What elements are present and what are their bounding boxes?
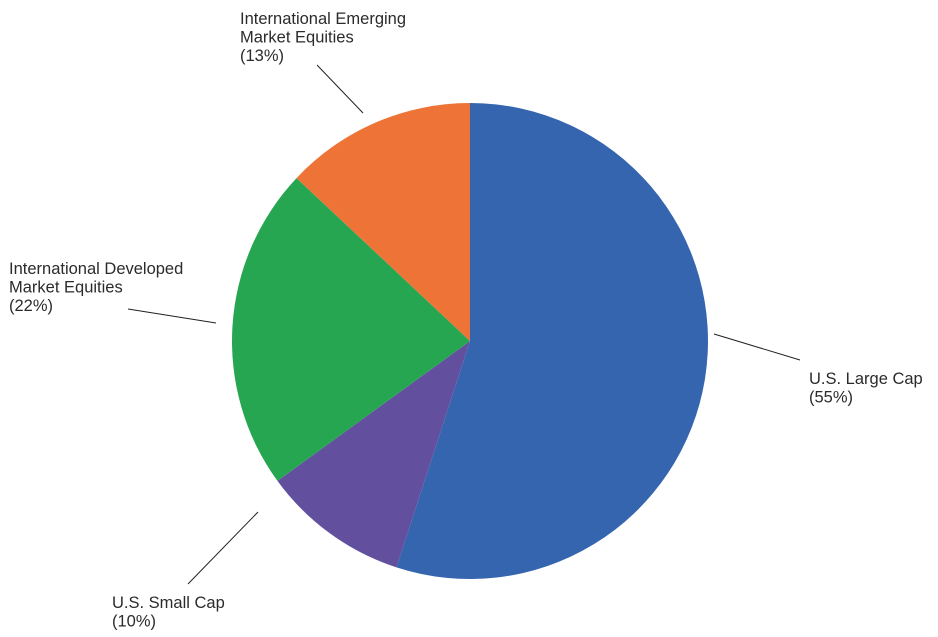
leader-line-2: [127, 308, 217, 324]
leader-line-0: [713, 333, 801, 361]
slice-labels: U.S. Large Cap (55%) U.S. Small Cap (10%) In…: [9, 10, 923, 631]
pie-slice-2: [232, 178, 470, 481]
slice-percent-2: (22%): [9, 297, 53, 315]
slice-label-0: U.S. Large Cap (55%): [809, 370, 923, 407]
slice-label-3: International Emerging Market Equities (13…: [240, 10, 406, 65]
slice-label-line-2-0: International Developed: [9, 260, 183, 278]
pie-slice-3: [296, 103, 470, 341]
slice-label-2: International Developed Market Equities (2…: [9, 260, 183, 315]
pie-slice-1: [277, 341, 470, 568]
slice-percent-1: (10%): [112, 613, 156, 631]
slice-label-line-2-1: Market Equities: [9, 279, 123, 297]
slice-label-line-3-1: Market Equities: [240, 29, 354, 47]
pie-slice-0: [396, 103, 709, 579]
leader-line-3: [316, 64, 364, 114]
pie-slices: [232, 103, 709, 579]
slice-label-line-3-0: International Emerging: [240, 10, 406, 28]
slice-percent-3: (13%): [240, 47, 284, 65]
slice-percent-0: (55%): [809, 389, 853, 407]
slice-label-1: U.S. Small Cap (10%): [112, 594, 225, 631]
leader-line-1: [187, 511, 259, 585]
slice-label-line-1-0: U.S. Small Cap: [112, 594, 225, 612]
slice-label-line-0-0: U.S. Large Cap: [809, 370, 923, 388]
